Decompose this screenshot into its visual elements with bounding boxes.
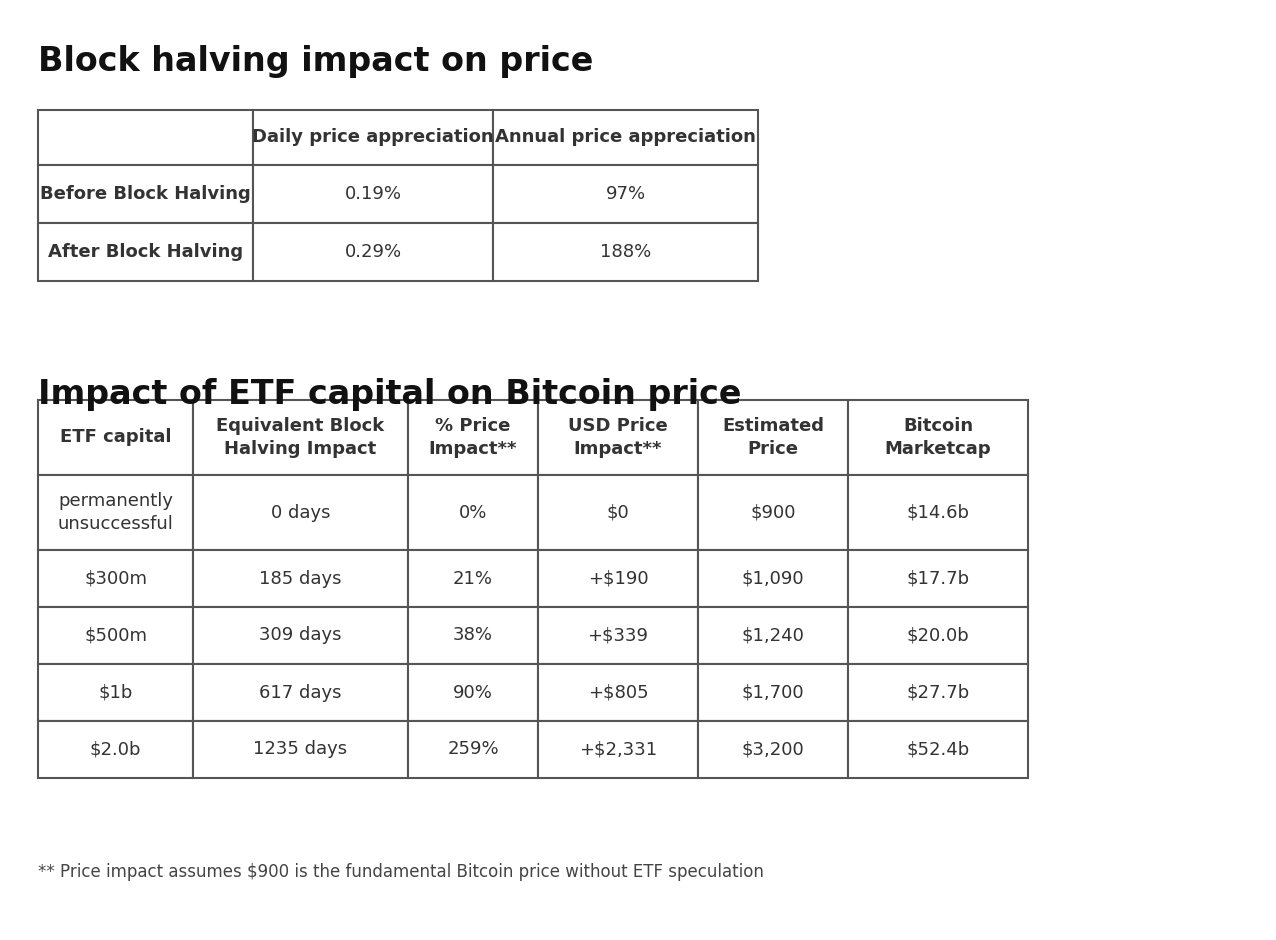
Text: 0.29%: 0.29% — [345, 243, 402, 261]
Bar — [38, 607, 193, 664]
Text: +$339: +$339 — [587, 626, 648, 645]
Bar — [849, 721, 1028, 778]
Bar — [193, 400, 408, 475]
Bar — [193, 550, 408, 607]
Bar — [38, 664, 193, 721]
Bar — [538, 664, 698, 721]
Text: 0%: 0% — [459, 504, 487, 522]
Text: Impact of ETF capital on Bitcoin price: Impact of ETF capital on Bitcoin price — [38, 378, 741, 411]
Bar — [408, 607, 538, 664]
Text: 90%: 90% — [453, 683, 493, 701]
Bar — [408, 664, 538, 721]
Bar — [538, 607, 698, 664]
Bar — [538, 475, 698, 550]
Text: 0 days: 0 days — [271, 504, 330, 522]
Text: +$805: +$805 — [588, 683, 648, 701]
Bar — [253, 165, 493, 223]
Bar — [193, 475, 408, 550]
Bar — [538, 400, 698, 475]
Text: +$2,331: +$2,331 — [579, 741, 657, 759]
Text: $20.0b: $20.0b — [907, 626, 970, 645]
Bar — [849, 550, 1028, 607]
Text: 188%: 188% — [600, 243, 651, 261]
Bar — [698, 607, 849, 664]
Text: $27.7b: $27.7b — [906, 683, 970, 701]
Text: $14.6b: $14.6b — [906, 504, 970, 522]
Text: Before Block Halving: Before Block Halving — [40, 185, 251, 203]
Text: $0: $0 — [606, 504, 629, 522]
Text: After Block Halving: After Block Halving — [48, 243, 242, 261]
Bar — [38, 400, 193, 475]
Text: $1,700: $1,700 — [741, 683, 804, 701]
Bar — [408, 475, 538, 550]
Bar — [493, 223, 758, 281]
Bar — [38, 165, 253, 223]
Text: ** Price impact assumes $900 is the fundamental Bitcoin price without ETF specul: ** Price impact assumes $900 is the fund… — [38, 863, 764, 881]
Text: $1,240: $1,240 — [741, 626, 804, 645]
Text: 0.19%: 0.19% — [345, 185, 402, 203]
Text: $1,090: $1,090 — [741, 570, 804, 588]
Bar — [253, 223, 493, 281]
Text: $52.4b: $52.4b — [906, 741, 970, 759]
Bar — [253, 110, 493, 165]
Text: $2.0b: $2.0b — [89, 741, 142, 759]
Text: 97%: 97% — [605, 185, 646, 203]
Bar — [849, 400, 1028, 475]
Bar — [538, 721, 698, 778]
Text: Estimated
Price: Estimated Price — [722, 417, 824, 458]
Text: ETF capital: ETF capital — [60, 429, 171, 446]
Text: Daily price appreciation: Daily price appreciation — [253, 129, 494, 147]
Bar — [38, 223, 253, 281]
Bar — [849, 664, 1028, 721]
Bar — [193, 607, 408, 664]
Bar — [493, 110, 758, 165]
Text: Annual price appreciation: Annual price appreciation — [495, 129, 755, 147]
Bar — [698, 664, 849, 721]
Text: USD Price
Impact**: USD Price Impact** — [568, 417, 667, 458]
Text: Equivalent Block
Halving Impact: Equivalent Block Halving Impact — [217, 417, 384, 458]
Text: $3,200: $3,200 — [741, 741, 804, 759]
Text: +$190: +$190 — [588, 570, 648, 588]
Bar — [38, 721, 193, 778]
Bar — [849, 475, 1028, 550]
Text: permanently
unsuccessful: permanently unsuccessful — [57, 492, 174, 533]
Text: $900: $900 — [750, 504, 796, 522]
Text: Block halving impact on price: Block halving impact on price — [38, 45, 593, 78]
Bar — [493, 165, 758, 223]
Bar — [698, 475, 849, 550]
Text: 309 days: 309 days — [259, 626, 342, 645]
Bar — [538, 550, 698, 607]
Bar — [193, 721, 408, 778]
Text: 1235 days: 1235 days — [254, 741, 347, 759]
Text: % Price
Impact**: % Price Impact** — [429, 417, 517, 458]
Bar — [698, 550, 849, 607]
Text: 617 days: 617 days — [259, 683, 342, 701]
Text: 185 days: 185 days — [259, 570, 342, 588]
Bar — [38, 550, 193, 607]
Bar — [408, 400, 538, 475]
Text: 21%: 21% — [453, 570, 493, 588]
Bar — [408, 721, 538, 778]
Bar — [193, 664, 408, 721]
Text: $500m: $500m — [84, 626, 147, 645]
Text: Bitcoin
Marketcap: Bitcoin Marketcap — [884, 417, 991, 458]
Text: 259%: 259% — [447, 741, 499, 759]
Text: $300m: $300m — [84, 570, 147, 588]
Bar — [38, 110, 253, 165]
Text: $1b: $1b — [98, 683, 133, 701]
Bar — [38, 475, 193, 550]
Text: 38%: 38% — [453, 626, 493, 645]
Bar — [698, 721, 849, 778]
Bar — [849, 607, 1028, 664]
Bar — [408, 550, 538, 607]
Text: $17.7b: $17.7b — [906, 570, 970, 588]
Bar — [698, 400, 849, 475]
